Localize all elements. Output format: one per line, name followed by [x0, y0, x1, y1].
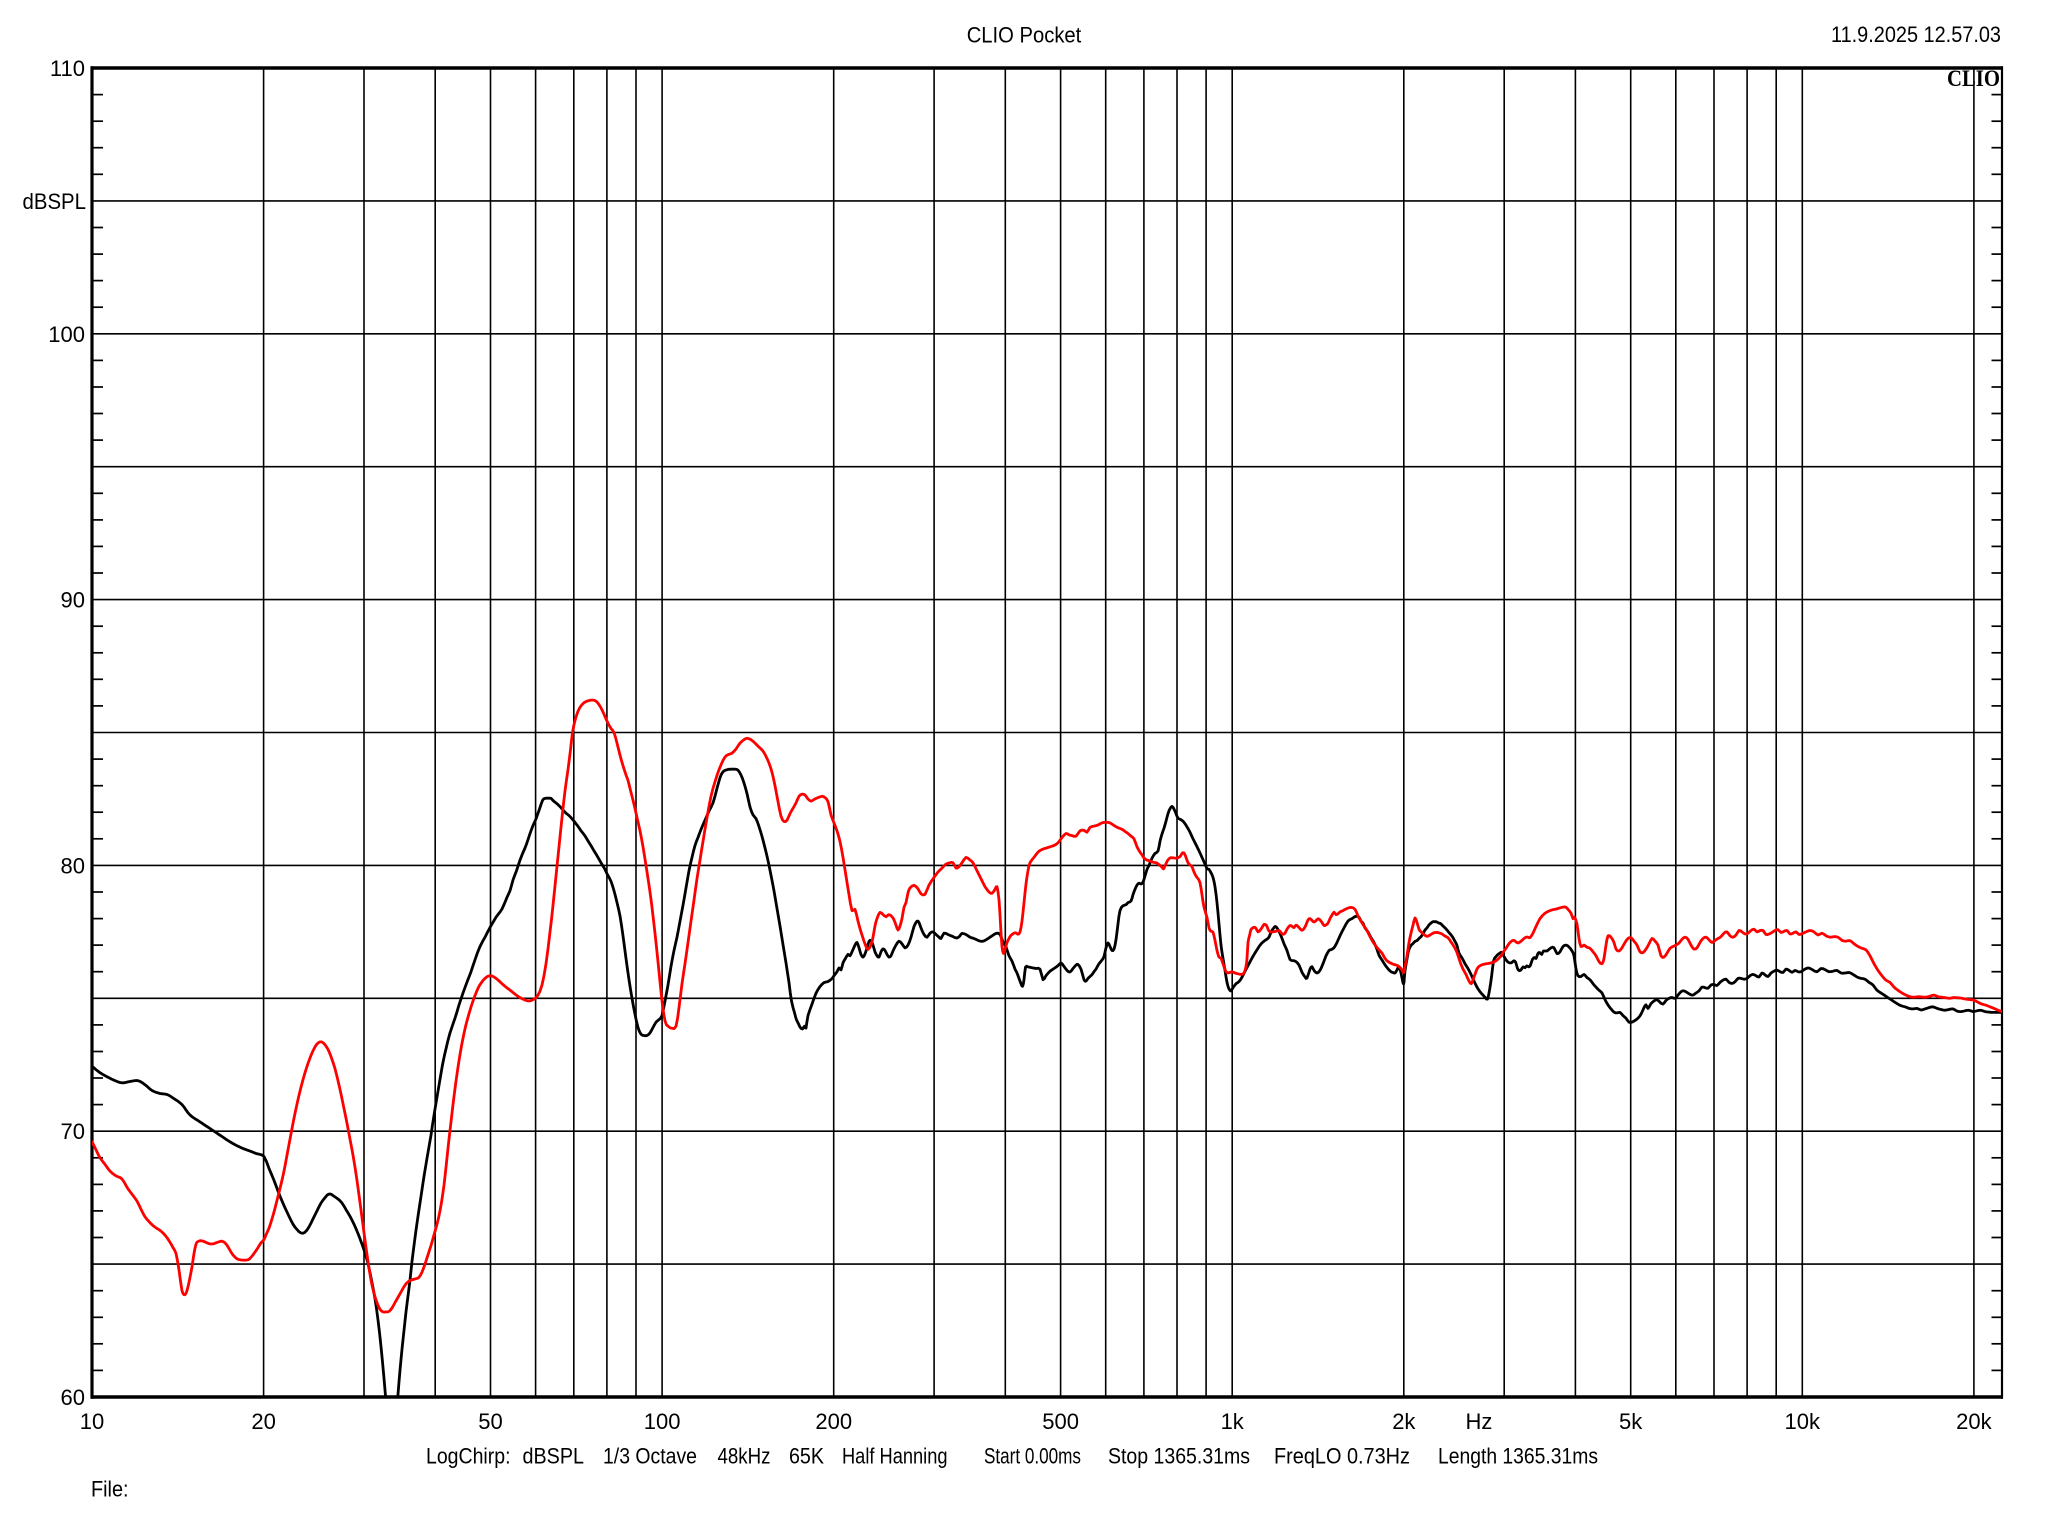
svg-text:1k: 1k	[1221, 1409, 1245, 1434]
svg-text:2k: 2k	[1392, 1409, 1416, 1434]
svg-text:CLIO Pocket: CLIO Pocket	[967, 23, 1082, 48]
svg-text:LogChirp:: LogChirp:	[426, 1444, 511, 1469]
svg-text:5k: 5k	[1619, 1409, 1643, 1434]
svg-text:110: 110	[50, 56, 85, 81]
svg-text:100: 100	[644, 1409, 681, 1434]
svg-text:Stop 1365.31ms: Stop 1365.31ms	[1108, 1444, 1250, 1469]
svg-text:50: 50	[478, 1409, 502, 1434]
svg-text:70: 70	[61, 1119, 85, 1144]
svg-text:File:: File:	[91, 1477, 129, 1502]
svg-text:200: 200	[815, 1409, 852, 1434]
svg-text:dBSPL: dBSPL	[523, 1444, 585, 1469]
svg-text:100: 100	[48, 322, 85, 347]
svg-text:20k: 20k	[1956, 1409, 1992, 1434]
svg-text:Half Hanning: Half Hanning	[842, 1444, 948, 1469]
svg-text:dBSPL: dBSPL	[23, 189, 87, 214]
svg-text:FreqLO 0.73Hz: FreqLO 0.73Hz	[1274, 1444, 1410, 1469]
svg-text:65K: 65K	[789, 1444, 824, 1469]
svg-text:90: 90	[61, 588, 85, 613]
svg-text:10: 10	[80, 1409, 104, 1434]
svg-text:48kHz: 48kHz	[718, 1444, 771, 1469]
svg-text:20: 20	[251, 1409, 275, 1434]
svg-text:Hz: Hz	[1466, 1409, 1493, 1434]
svg-text:60: 60	[61, 1385, 85, 1410]
svg-text:Start 0.00ms: Start 0.00ms	[984, 1444, 1081, 1469]
svg-text:80: 80	[61, 853, 85, 878]
svg-text:500: 500	[1042, 1409, 1079, 1434]
svg-text:CLIO: CLIO	[1947, 66, 2000, 91]
svg-text:11.9.2025 12.57.03: 11.9.2025 12.57.03	[1831, 22, 2001, 47]
svg-text:1/3 Octave: 1/3 Octave	[603, 1444, 697, 1469]
svg-text:10k: 10k	[1785, 1409, 1821, 1434]
svg-text:Length 1365.31ms: Length 1365.31ms	[1438, 1444, 1598, 1469]
